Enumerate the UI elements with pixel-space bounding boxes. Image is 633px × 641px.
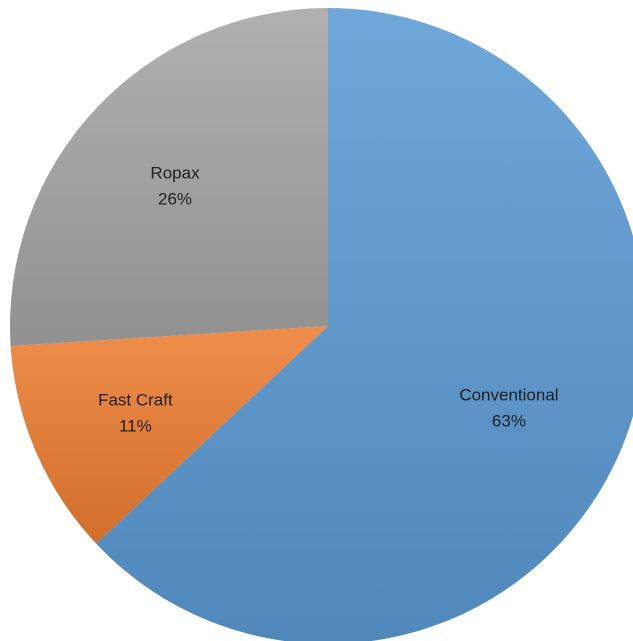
slice-category-name: Fast Craft [98,390,173,409]
slice-category-name: Conventional [459,385,558,404]
slice-label-fast-craft: Fast Craft 11% [98,390,173,435]
slices-layer [9,8,633,641]
slice-label-conventional: Conventional 63% [459,385,558,430]
slice-percent: 26% [158,189,192,208]
slice-category-name: Ropax [150,163,200,182]
labels-layer: Conventional 63% Fast Craft 11% Ropax 26% [98,163,559,435]
pie-slice-fast-craft [10,326,328,544]
slice-percent: 11% [119,416,152,435]
slice-percent: 63% [492,411,526,430]
pie-slice-ropax [9,8,328,346]
slice-label-ropax: Ropax 26% [150,163,200,208]
pie-slice-conventional [96,8,633,641]
